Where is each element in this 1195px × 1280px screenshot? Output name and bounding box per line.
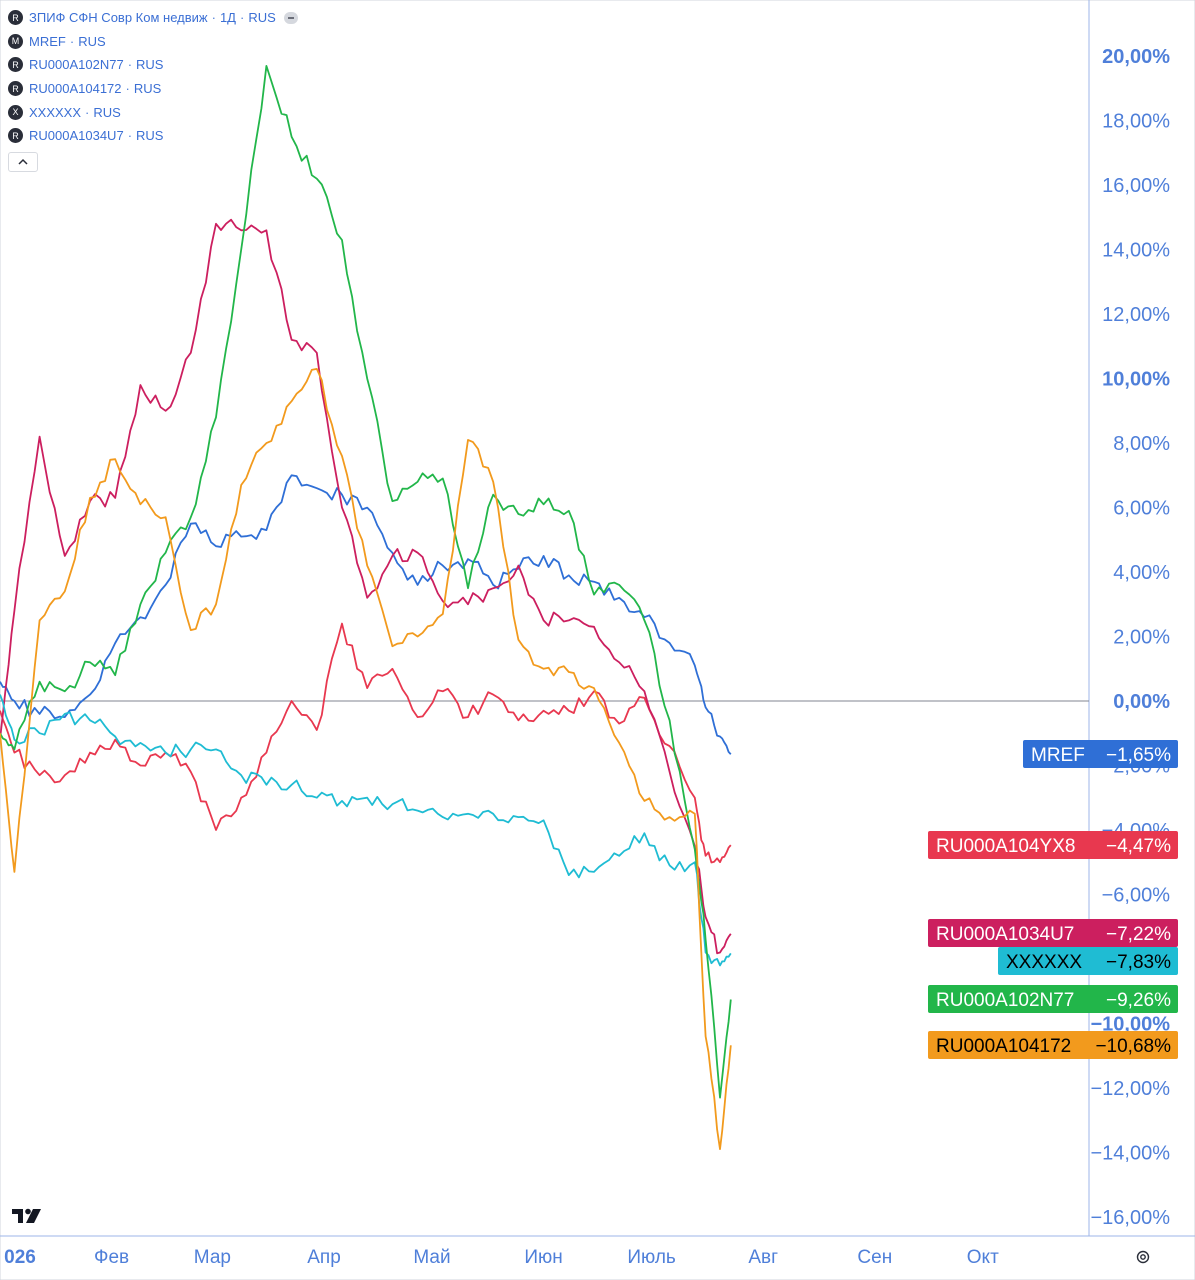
legend-item[interactable]: R RU000A1034U7 · RUS: [8, 124, 298, 148]
y-tick-label: −12,00%: [1090, 1078, 1170, 1100]
series-label-name: MREF: [1031, 745, 1085, 766]
series-label-value: −10,68%: [1095, 1036, 1171, 1057]
chevron-up-icon: [18, 159, 28, 165]
x-tick-label: 026: [4, 1247, 36, 1268]
legend-item[interactable]: R RU000A104172 · RUS: [8, 77, 298, 101]
y-tick-label: 16,00%: [1102, 175, 1170, 197]
series-line-ru000a104172[interactable]: [0, 368, 732, 1150]
legend-separator: ·: [127, 57, 133, 73]
x-tick-label: Авг: [748, 1247, 778, 1268]
series-line-xxxxxx[interactable]: [0, 694, 732, 967]
symbol-badge: R: [8, 57, 23, 73]
legend-separator: ·: [211, 10, 216, 26]
tradingview-logo[interactable]: [12, 1205, 44, 1225]
series-label-mref: MREF −1,65%: [1023, 740, 1178, 768]
legend-item-exchange: RUS: [136, 128, 164, 144]
series-label-ru000a102n77: RU000A102N77 −9,26%: [928, 985, 1178, 1013]
legend-main-row[interactable]: R ЗПИФ СФН Совр Ком недвиж · 1Д · RUS: [8, 6, 298, 30]
series-label-bg: [928, 831, 1178, 859]
x-tick-label: Фев: [94, 1247, 129, 1268]
legend-item[interactable]: R RU000A102N77 · RUS: [8, 53, 298, 77]
legend-item-exchange: RUS: [78, 33, 106, 49]
series-line-ru000a1034u7[interactable]: [0, 218, 732, 955]
x-axis: 026 Фев Мар Апр Май Июн Июль Авг Сен Окт: [4, 1247, 999, 1268]
series-label-value: −1,65%: [1106, 745, 1171, 766]
series-label-value: −7,22%: [1106, 924, 1171, 945]
x-tick-label: Сен: [857, 1247, 892, 1268]
series-label-bg: [928, 919, 1178, 947]
x-tick-label: Май: [413, 1247, 450, 1268]
series-label-xxxxxx: XXXXXX −7,83%: [998, 947, 1178, 975]
symbol-badge: R: [8, 81, 23, 97]
series-labels: MREF −1,65% RU000A104YX8 −4,47% RU000A1034U7…: [928, 740, 1178, 1059]
legend-item-name: RU000A104172: [29, 81, 122, 97]
symbol-badge: R: [8, 10, 23, 26]
series-label-name: XXXXXX: [1006, 952, 1082, 973]
legend-separator: ·: [69, 33, 75, 49]
series-label-bg: [998, 947, 1178, 975]
x-tick-label: Окт: [967, 1247, 999, 1268]
series-label-ru000a1034u7: RU000A1034U7 −7,22%: [928, 919, 1178, 947]
symbol-badge: X: [8, 104, 23, 120]
y-tick-label: −10,00%: [1090, 1013, 1170, 1035]
legend-item-name: RU000A1034U7: [29, 128, 124, 144]
series-label-ru000a104172: RU000A104172 −10,68%: [928, 1031, 1178, 1059]
legend-separator: ·: [127, 128, 133, 144]
legend-item[interactable]: M MREF · RUS: [8, 30, 298, 54]
x-tick-label: Июн: [524, 1247, 562, 1268]
legend-main-exchange: RUS: [248, 10, 276, 26]
y-tick-label: 12,00%: [1102, 304, 1170, 326]
series-label-bg: [1023, 740, 1178, 768]
series-line-ru000a104yx8[interactable]: [0, 622, 732, 864]
legend-main-interval: 1Д: [219, 10, 236, 26]
series-label-value: −9,26%: [1106, 990, 1171, 1011]
legend-item-name: RU000A102N77: [29, 57, 124, 73]
series-line-ru000a102n77[interactable]: [0, 65, 732, 1099]
y-tick-label: 4,00%: [1113, 562, 1170, 584]
series-label-ru000a104yx8: RU000A104YX8 −4,47%: [928, 831, 1178, 859]
y-tick-label: 0,00%: [1113, 691, 1170, 713]
y-tick-label: 14,00%: [1102, 240, 1170, 262]
y-axis: 20,00% 18,00% 16,00% 14,00% 12,00% 10,00% 8,00…: [1090, 46, 1170, 1229]
legend-item-exchange: RUS: [93, 104, 121, 120]
x-tick-label: Апр: [307, 1247, 341, 1268]
y-tick-label: −6,00%: [1102, 884, 1171, 906]
legend-item-name: MREF: [29, 33, 66, 49]
legend-separator: ·: [85, 104, 90, 120]
y-tick-label: 6,00%: [1113, 498, 1170, 520]
legend-item-exchange: RUS: [133, 81, 162, 97]
legend-main-name: ЗПИФ СФН Совр Ком недвиж: [29, 10, 208, 26]
y-tick-label: 10,00%: [1102, 369, 1170, 391]
y-tick-label: 2,00%: [1113, 627, 1170, 649]
symbol-badge: R: [8, 128, 23, 144]
y-tick-label: −16,00%: [1090, 1207, 1170, 1229]
legend-item-name: XXXXXX: [29, 104, 82, 120]
legend-separator: ·: [240, 10, 245, 26]
y-tick-label: 18,00%: [1102, 111, 1170, 133]
series-label-name: RU000A104YX8: [936, 836, 1075, 857]
series-line-mref[interactable]: [0, 474, 732, 755]
y-tick-label: 8,00%: [1113, 433, 1170, 455]
hide-toggle-icon[interactable]: [283, 11, 298, 24]
series-label-bg: [928, 1031, 1178, 1059]
settings-gear-icon[interactable]: [1134, 1248, 1152, 1266]
y-tick-label: −14,00%: [1090, 1142, 1170, 1164]
series-label-name: RU000A104172: [936, 1036, 1071, 1057]
series-label-value: −4,47%: [1106, 836, 1171, 857]
x-tick-label: Мар: [194, 1247, 231, 1268]
series-label-name: RU000A102N77: [936, 990, 1074, 1011]
symbol-badge: M: [8, 33, 23, 49]
y-tick-label: 20,00%: [1102, 46, 1170, 68]
series-label-bg: [928, 985, 1178, 1013]
legend-item[interactable]: X XXXXXX · RUS: [8, 100, 298, 124]
series-lines: [0, 65, 732, 1150]
legend-item-exchange: RUS: [136, 57, 164, 73]
collapse-legend-button[interactable]: [8, 151, 38, 172]
legend-separator: ·: [125, 81, 130, 97]
series-label-name: RU000A1034U7: [936, 924, 1074, 945]
x-tick-label: Июль: [627, 1247, 676, 1268]
series-label-value: −7,83%: [1106, 952, 1171, 973]
